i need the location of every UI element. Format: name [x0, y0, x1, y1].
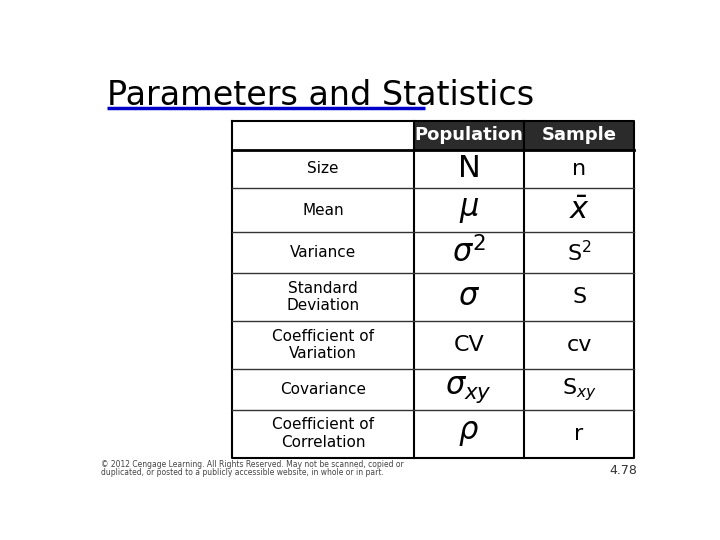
Text: S: S	[572, 287, 586, 307]
Text: 4.78: 4.78	[609, 464, 637, 477]
Text: Covariance: Covariance	[280, 382, 366, 397]
Text: Parameters and Statistics: Parameters and Statistics	[107, 79, 534, 112]
Text: © 2012 Cengage Learning. All Rights Reserved. May not be scanned, copied or: © 2012 Cengage Learning. All Rights Rese…	[101, 460, 404, 469]
Text: Coefficient of
Correlation: Coefficient of Correlation	[272, 417, 374, 450]
Text: $\rho$: $\rho$	[459, 419, 480, 448]
Text: cv: cv	[567, 335, 592, 355]
Bar	[524, 121, 634, 150]
Text: Mean: Mean	[302, 202, 343, 218]
Text: r: r	[575, 424, 584, 444]
Text: $\sigma^2$: $\sigma^2$	[451, 237, 486, 269]
Text: Size: Size	[307, 161, 338, 177]
Text: Variance: Variance	[290, 245, 356, 260]
Text: $\mu$: $\mu$	[459, 195, 479, 225]
Text: CV: CV	[454, 335, 485, 355]
Bar	[413, 121, 524, 150]
Text: $\sigma$: $\sigma$	[458, 282, 480, 312]
Text: S$_{xy}$: S$_{xy}$	[562, 376, 597, 403]
Text: N: N	[457, 154, 480, 183]
Text: Population: Population	[415, 126, 523, 144]
Text: duplicated, or posted to a publicly accessible website, in whole or in part.: duplicated, or posted to a publicly acce…	[101, 468, 384, 477]
Text: Coefficient of
Variation: Coefficient of Variation	[272, 329, 374, 361]
Text: S$^2$: S$^2$	[567, 240, 591, 265]
Text: Standard
Deviation: Standard Deviation	[287, 281, 359, 313]
Text: $\sigma_{xy}$: $\sigma_{xy}$	[446, 374, 492, 405]
Text: n: n	[572, 159, 586, 179]
Text: $\bar{x}$: $\bar{x}$	[569, 195, 590, 225]
Text: Sample: Sample	[541, 126, 616, 144]
